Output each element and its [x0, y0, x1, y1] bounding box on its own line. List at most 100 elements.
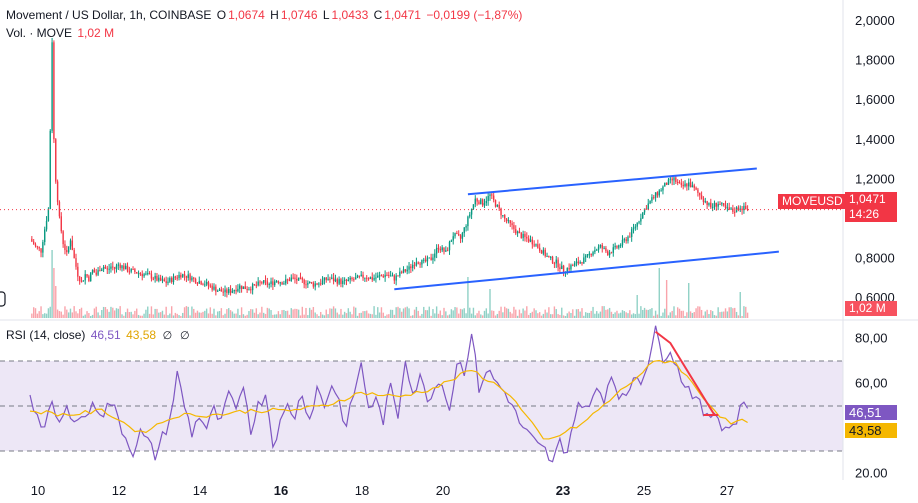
candle-body	[288, 279, 291, 281]
volume-bar	[686, 312, 688, 318]
candle-body	[513, 225, 515, 230]
time-tick-label: 25	[637, 483, 651, 498]
candle-body	[415, 262, 418, 266]
volume-bar	[250, 309, 252, 318]
candle-body	[102, 266, 105, 270]
candle-body	[285, 279, 287, 284]
volume-bar	[483, 310, 486, 318]
volume-bar	[279, 314, 281, 318]
candle-body	[34, 244, 37, 247]
candle-body	[555, 259, 557, 264]
candle-body	[526, 236, 528, 239]
candle-body	[204, 284, 206, 286]
volume-bar	[649, 309, 651, 318]
volume-bar	[183, 307, 186, 318]
high-value: 1,0746	[280, 8, 318, 22]
volume-bar	[389, 309, 392, 318]
volume-bar	[417, 310, 419, 318]
rsi-legend-value: 46,51	[90, 328, 121, 342]
volume-bar	[621, 310, 624, 318]
candle-body	[80, 281, 83, 283]
candle-body	[51, 42, 53, 131]
candle-body	[651, 197, 653, 201]
volume-bar	[616, 310, 618, 318]
price-axis[interactable]: 2,00001,80001,60001,40001,20000,80000,60…	[855, 13, 895, 305]
volume-bar	[371, 314, 373, 318]
volume-bar	[693, 312, 695, 318]
rsi-axis[interactable]: 80,00 60,00 20.00	[855, 331, 888, 481]
volume-bar	[93, 308, 96, 318]
volume-bar	[285, 310, 287, 318]
candle-body	[261, 282, 263, 284]
volume-bar	[642, 309, 644, 318]
candle-body	[202, 284, 204, 286]
candle-body	[697, 189, 699, 193]
volume-bar	[132, 314, 134, 318]
price-candles[interactable]	[31, 37, 749, 298]
volume-bar	[154, 308, 156, 318]
symbol-title[interactable]: Movement / US Dollar, 1h, COINBASE	[6, 8, 212, 22]
scroll-handle-icon[interactable]	[0, 291, 6, 307]
source-icon[interactable]: ∅	[180, 330, 190, 342]
volume-bar	[675, 315, 677, 318]
candle-body	[56, 181, 59, 202]
candle-body	[303, 279, 305, 285]
candle-body	[272, 281, 274, 286]
candle-body	[395, 275, 397, 281]
volume-bar	[717, 307, 719, 318]
volume-bar	[645, 309, 648, 318]
volume-bar	[264, 313, 267, 318]
trendline[interactable]	[394, 250, 779, 291]
volume-bar	[706, 309, 708, 318]
hide-icon[interactable]: ∅	[162, 330, 173, 342]
candle-body	[38, 247, 40, 249]
volume-bar	[550, 314, 552, 318]
candle-body	[746, 209, 749, 211]
candle-body	[257, 281, 259, 286]
arrow-segment[interactable]	[654, 330, 716, 416]
candle-body	[443, 247, 445, 252]
rsi-divergence-arrow[interactable]	[654, 330, 719, 416]
volume-label[interactable]: Vol. · MOVE	[6, 26, 73, 40]
candle-body	[141, 274, 143, 277]
volume-bar	[58, 311, 61, 318]
volume-bar	[314, 312, 316, 318]
candle-body	[461, 233, 464, 239]
candle-body	[413, 264, 416, 266]
candle-body	[369, 277, 372, 279]
volume-bar	[520, 313, 522, 318]
candle-body	[452, 236, 454, 241]
volume-bar	[222, 315, 224, 318]
main-legend: Movement / US Dollar, 1h, COINBASE O 1,06…	[6, 8, 524, 22]
candle-body	[209, 285, 212, 287]
candle-body	[432, 257, 434, 261]
volume-bar	[97, 312, 99, 318]
candle-body	[62, 231, 64, 245]
volume-bar	[312, 306, 315, 318]
volume-bar	[673, 306, 675, 318]
candle-body	[540, 250, 543, 254]
rsi-label[interactable]: RSI (14, close)	[6, 328, 86, 342]
candle-body	[504, 215, 506, 219]
price-tick-label: 1,2000	[855, 171, 895, 186]
volume-bar	[476, 313, 478, 318]
volume-bar	[421, 313, 423, 318]
volume-bar	[187, 306, 189, 318]
volume-bar	[561, 307, 563, 318]
candle-body	[139, 273, 142, 275]
volume-bar	[191, 306, 193, 318]
candle-body	[713, 202, 716, 207]
trendline[interactable]	[467, 167, 757, 196]
time-axis[interactable]: 10 12 14 16 18 20 23 25 27	[31, 483, 734, 498]
volume-bar	[272, 314, 274, 318]
candle-body	[380, 275, 383, 277]
volume-bar	[31, 313, 33, 318]
volume-bar	[228, 308, 230, 318]
volume-bar	[522, 308, 524, 318]
symbol-price-badge: MOVEUSD	[778, 194, 847, 209]
volume-bar	[553, 306, 556, 318]
trendlines[interactable]	[394, 167, 779, 291]
volume-bar	[463, 308, 465, 318]
candle-body	[553, 263, 556, 265]
